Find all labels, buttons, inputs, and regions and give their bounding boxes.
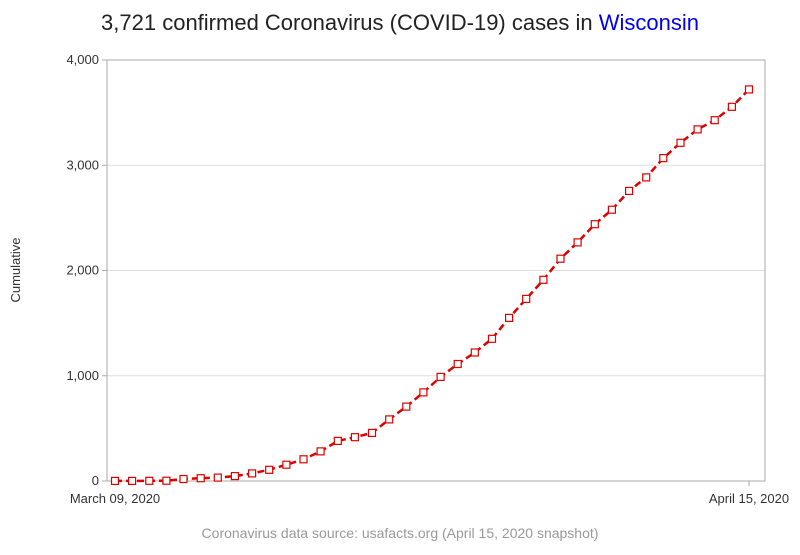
y-tick-label: 4,000 (66, 52, 99, 67)
data-point[interactable] (299, 455, 308, 464)
data-point[interactable] (607, 205, 617, 214)
data-point[interactable] (350, 433, 359, 442)
data-point[interactable] (367, 428, 377, 437)
x-axis-ticks: March 09, 2020 April 15, 2020 (70, 481, 789, 506)
data-point[interactable] (539, 275, 548, 284)
data-point[interactable] (402, 402, 411, 411)
data-point[interactable] (556, 254, 565, 263)
chart-title: 3,721 confirmed Coronavirus (COVID-19) c… (101, 10, 699, 35)
data-point[interactable] (145, 476, 154, 485)
data-point[interactable] (162, 476, 171, 485)
data-point[interactable] (213, 473, 222, 482)
data-point[interactable] (436, 372, 445, 381)
data-point[interactable] (128, 476, 137, 485)
x-tick-label: April 15, 2020 (709, 491, 789, 506)
source-note: Coronavirus data source: usafacts.org (A… (202, 525, 599, 541)
data-point[interactable] (316, 447, 325, 456)
y-tick-label: 2,000 (66, 263, 99, 278)
data-point[interactable] (573, 238, 582, 247)
series-layer (110, 85, 754, 485)
y-axis-title: Cumulative (8, 237, 23, 302)
data-point[interactable] (727, 102, 737, 111)
data-point[interactable] (590, 220, 599, 229)
data-point[interactable] (419, 388, 428, 397)
data-point[interactable] (487, 334, 497, 343)
data-point[interactable] (693, 125, 702, 134)
y-tick-label: 3,000 (66, 157, 99, 172)
data-point[interactable] (505, 313, 514, 322)
data-point[interactable] (230, 472, 239, 481)
data-point[interactable] (744, 85, 754, 94)
data-point[interactable] (110, 476, 120, 485)
data-point[interactable] (179, 474, 188, 484)
data-point[interactable] (659, 154, 668, 163)
y-tick-label: 1,000 (66, 368, 99, 383)
data-point[interactable] (385, 415, 394, 424)
grid-lines (107, 164, 765, 377)
chart-title-prefix: 3,721 confirmed Coronavirus (COVID-19) c… (101, 10, 599, 35)
data-point[interactable] (470, 348, 479, 357)
data-point[interactable] (676, 138, 685, 147)
x-tick-label: March 09, 2020 (70, 491, 160, 506)
y-axis-ticks: 0 1,000 2,000 3,000 4,000 (66, 52, 107, 488)
series-line (115, 88, 750, 483)
data-point[interactable] (710, 116, 719, 125)
data-point[interactable] (522, 294, 531, 303)
data-point[interactable] (333, 436, 342, 445)
data-point[interactable] (248, 469, 257, 478)
data-point[interactable] (196, 474, 205, 483)
y-tick-label: 0 (92, 473, 99, 488)
data-point[interactable] (624, 186, 634, 195)
data-point[interactable] (265, 465, 274, 474)
data-point[interactable] (642, 173, 651, 182)
data-point[interactable] (453, 359, 462, 369)
data-point[interactable] (282, 460, 291, 469)
chart-title-state: Wisconsin (599, 10, 699, 35)
